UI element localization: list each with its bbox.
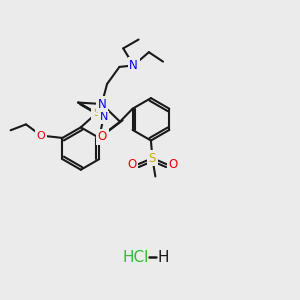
- Text: N: N: [99, 112, 108, 122]
- Text: S: S: [149, 152, 156, 165]
- Text: H: H: [158, 250, 169, 265]
- Text: O: O: [127, 158, 136, 171]
- Text: N: N: [98, 98, 106, 110]
- Text: HCl: HCl: [122, 250, 148, 265]
- Text: O: O: [37, 130, 46, 141]
- Text: O: O: [168, 158, 178, 171]
- Text: O: O: [98, 130, 107, 143]
- Text: N: N: [129, 59, 138, 72]
- Text: S: S: [93, 108, 100, 118]
